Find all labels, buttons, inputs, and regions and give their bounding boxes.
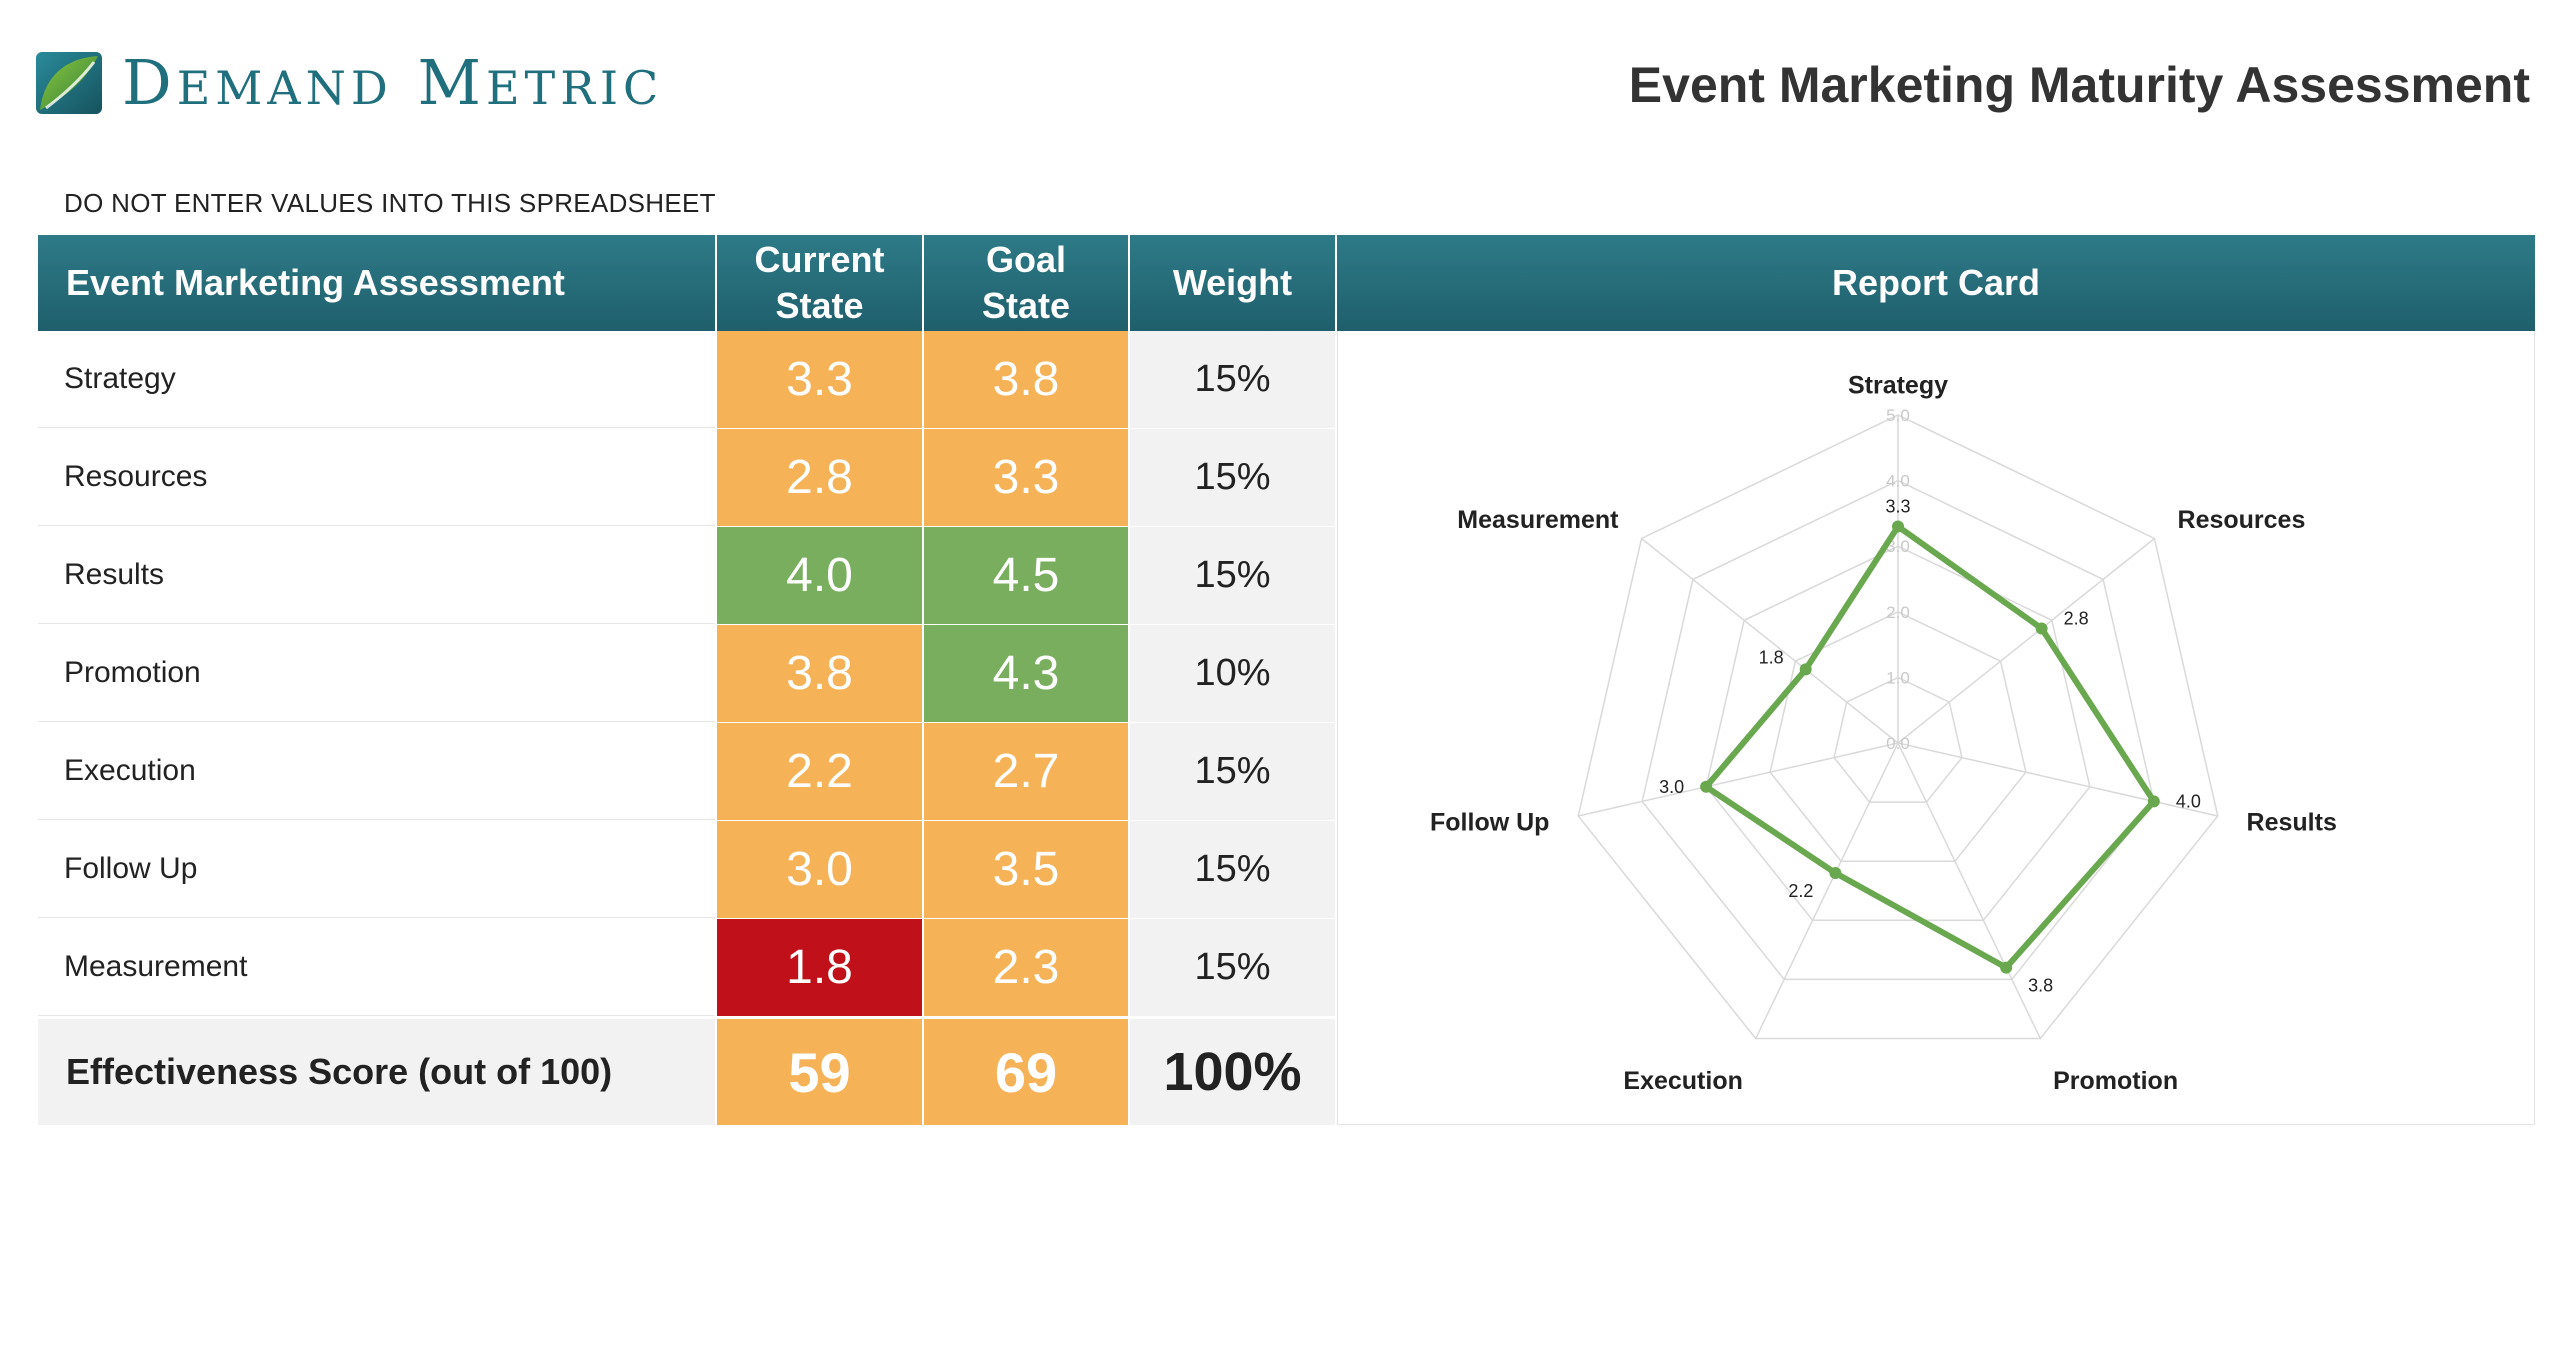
radar-tick-label: 0.0 xyxy=(1886,734,1910,753)
header-report-card: Report Card xyxy=(1337,235,2535,331)
row-label: Resources xyxy=(38,429,715,526)
effectiveness-score-row: Effectiveness Score (out of 100) 59 69 1… xyxy=(38,1019,1335,1125)
weight-cell[interactable]: 10% xyxy=(1130,625,1335,722)
radar-spoke xyxy=(1755,742,1899,1039)
header-assessment: Event Marketing Assessment xyxy=(38,235,715,331)
goal-state-cell[interactable]: 3.3 xyxy=(924,429,1128,526)
radar-data-point xyxy=(2147,795,2160,808)
score-weight[interactable]: 100% xyxy=(1130,1019,1335,1125)
radar-spoke xyxy=(1897,742,2041,1039)
weight-cell[interactable]: 15% xyxy=(1130,919,1335,1016)
table-row: Follow Up 3.0 3.5 15% xyxy=(38,821,1335,919)
header-current-state: Current State xyxy=(717,235,922,331)
goal-state-cell[interactable]: 3.8 xyxy=(924,331,1128,428)
current-state-cell[interactable]: 3.0 xyxy=(717,821,922,918)
radar-category-label: Follow Up xyxy=(1430,809,1549,837)
current-state-cell[interactable]: 2.2 xyxy=(717,723,922,820)
radar-category-label: Resources xyxy=(2178,506,2306,534)
radar-category-label: Strategy xyxy=(1848,371,1948,399)
weight-cell[interactable]: 15% xyxy=(1130,331,1335,428)
table-row: Measurement 1.8 2.3 15% xyxy=(38,919,1335,1017)
radar-category-label: Execution xyxy=(1623,1067,1742,1095)
radar-tick-label: 1.0 xyxy=(1886,668,1910,687)
score-label: Effectiveness Score (out of 100) xyxy=(38,1019,715,1125)
radar-tick-label: 2.0 xyxy=(1886,603,1910,622)
weight-cell[interactable]: 15% xyxy=(1130,527,1335,624)
radar-data-label: 3.8 xyxy=(2028,976,2053,996)
weight-cell[interactable]: 15% xyxy=(1130,821,1335,918)
radar-tick-label: 5.0 xyxy=(1886,406,1910,425)
radar-data-point xyxy=(1829,867,1842,880)
table-row: Execution 2.2 2.7 15% xyxy=(38,723,1335,821)
score-goal[interactable]: 69 xyxy=(924,1019,1128,1125)
row-label: Follow Up xyxy=(38,821,715,918)
radar-tick-label: 4.0 xyxy=(1886,472,1910,491)
radar-category-label: Measurement xyxy=(1457,506,1619,534)
radar-data-label: 4.0 xyxy=(2176,791,2201,811)
radar-gridline xyxy=(1833,676,1963,803)
weight-cell[interactable]: 15% xyxy=(1130,723,1335,820)
radar-data-label: 3.0 xyxy=(1659,777,1684,797)
current-state-cell[interactable]: 3.8 xyxy=(717,625,922,722)
radar-category-label: Results xyxy=(2247,809,2337,837)
table-row: Strategy 3.3 3.8 15% xyxy=(38,331,1335,429)
goal-state-cell[interactable]: 3.5 xyxy=(924,821,1128,918)
report-card-panel: 0.0 1.0 2.0 3.0 4.0 5.0 3.3 2.8 4.0 3.8 2.2 3.0 1.8 S… xyxy=(1337,331,2535,1125)
radar-data-point xyxy=(2000,961,2013,974)
radar-spoke xyxy=(1578,742,1899,817)
score-current[interactable]: 59 xyxy=(717,1019,922,1125)
radar-gridline xyxy=(1641,479,2155,981)
row-label: Strategy xyxy=(38,331,715,428)
goal-state-cell[interactable]: 2.3 xyxy=(924,919,1128,1016)
radar-data-label: 2.8 xyxy=(2064,608,2089,628)
radar-tick-label: 3.0 xyxy=(1886,537,1910,556)
header-weight: Weight xyxy=(1130,235,1335,331)
row-label: Results xyxy=(38,527,715,624)
radar-category-label: Promotion xyxy=(2053,1067,2178,1095)
radar-chart: 0.0 1.0 2.0 3.0 4.0 5.0 3.3 2.8 4.0 3.8 2.2 3.0 1.8 S… xyxy=(1430,371,2337,1095)
current-state-cell[interactable]: 4.0 xyxy=(717,527,922,624)
row-label: Measurement xyxy=(38,919,715,1016)
radar-gridline xyxy=(1577,414,2219,1040)
radar-data-label: 1.8 xyxy=(1759,647,1784,667)
radar-gridline xyxy=(1705,545,2091,922)
table-row: Promotion 3.8 4.3 10% xyxy=(38,625,1335,723)
brand-logo: DEMAND METRIC xyxy=(36,50,663,116)
table-row: Results 4.0 4.5 15% xyxy=(38,527,1335,625)
current-state-cell[interactable]: 1.8 xyxy=(717,919,922,1016)
brand-name: DEMAND METRIC xyxy=(122,46,664,119)
table-row: Resources 2.8 3.3 15% xyxy=(38,429,1335,527)
row-label: Execution xyxy=(38,723,715,820)
radar-data-point xyxy=(1799,663,1812,676)
radar-series-line xyxy=(1703,523,2157,971)
goal-state-cell[interactable]: 4.5 xyxy=(924,527,1128,624)
goal-state-cell[interactable]: 2.7 xyxy=(924,723,1128,820)
current-state-cell[interactable]: 2.8 xyxy=(717,429,922,526)
radar-spoke xyxy=(1641,537,1899,744)
radar-gridline xyxy=(1769,610,2027,862)
warning-notice: DO NOT ENTER VALUES INTO THIS SPREADSHEE… xyxy=(64,188,716,218)
radar-data-label: 2.2 xyxy=(1788,881,1813,901)
header-goal-state: Goal State xyxy=(924,235,1128,331)
radar-data-label: 3.3 xyxy=(1885,497,1910,517)
radar-data-point xyxy=(1892,520,1904,533)
goal-state-cell[interactable]: 4.3 xyxy=(924,625,1128,722)
demand-metric-leaf-logo-icon xyxy=(36,52,102,114)
row-label: Promotion xyxy=(38,625,715,722)
weight-cell[interactable]: 15% xyxy=(1130,429,1335,526)
radar-data-point xyxy=(2035,622,2048,635)
radar-spoke xyxy=(1897,537,2155,744)
page-title: Event Marketing Maturity Assessment xyxy=(1628,57,2530,113)
current-state-cell[interactable]: 3.3 xyxy=(717,331,922,428)
radar-spoke xyxy=(1897,742,2218,817)
radar-data-point xyxy=(1700,780,1713,793)
